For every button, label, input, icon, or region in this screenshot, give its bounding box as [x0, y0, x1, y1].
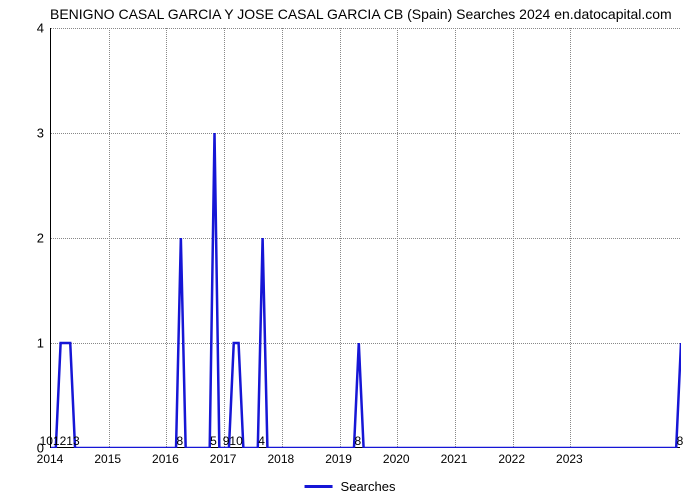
point-value-label: 101213 — [40, 434, 80, 448]
point-value-label: 5 — [210, 434, 217, 448]
x-tick-label: 2022 — [498, 452, 525, 466]
x-tick-label: 2020 — [383, 452, 410, 466]
point-value-label: 8 — [177, 434, 184, 448]
x-tick-label: 2017 — [210, 452, 237, 466]
x-tick-label: 2015 — [94, 452, 121, 466]
y-tick-label: 3 — [4, 126, 44, 141]
x-tick-label: 2018 — [267, 452, 294, 466]
point-value-label: 4 — [258, 434, 265, 448]
x-tick-label: 2016 — [152, 452, 179, 466]
point-value-label: 910 — [223, 434, 243, 448]
x-tick-label: 2021 — [441, 452, 468, 466]
x-tick-label: 2019 — [325, 452, 352, 466]
chart-container: BENIGNO CASAL GARCIA Y JOSE CASAL GARCIA… — [0, 0, 700, 500]
x-tick-label: 2014 — [37, 452, 64, 466]
chart-title: BENIGNO CASAL GARCIA Y JOSE CASAL GARCIA… — [50, 6, 672, 22]
y-tick-label: 4 — [4, 21, 44, 36]
point-value-label: 8 — [354, 434, 361, 448]
y-tick-label: 1 — [4, 336, 44, 351]
series-line — [51, 28, 681, 448]
legend-swatch — [305, 485, 333, 488]
legend: Searches — [305, 479, 396, 494]
plot-area — [50, 28, 680, 448]
x-tick-label: 2023 — [556, 452, 583, 466]
y-tick-label: 2 — [4, 231, 44, 246]
legend-label: Searches — [341, 479, 396, 494]
point-value-label: 8 — [677, 434, 684, 448]
